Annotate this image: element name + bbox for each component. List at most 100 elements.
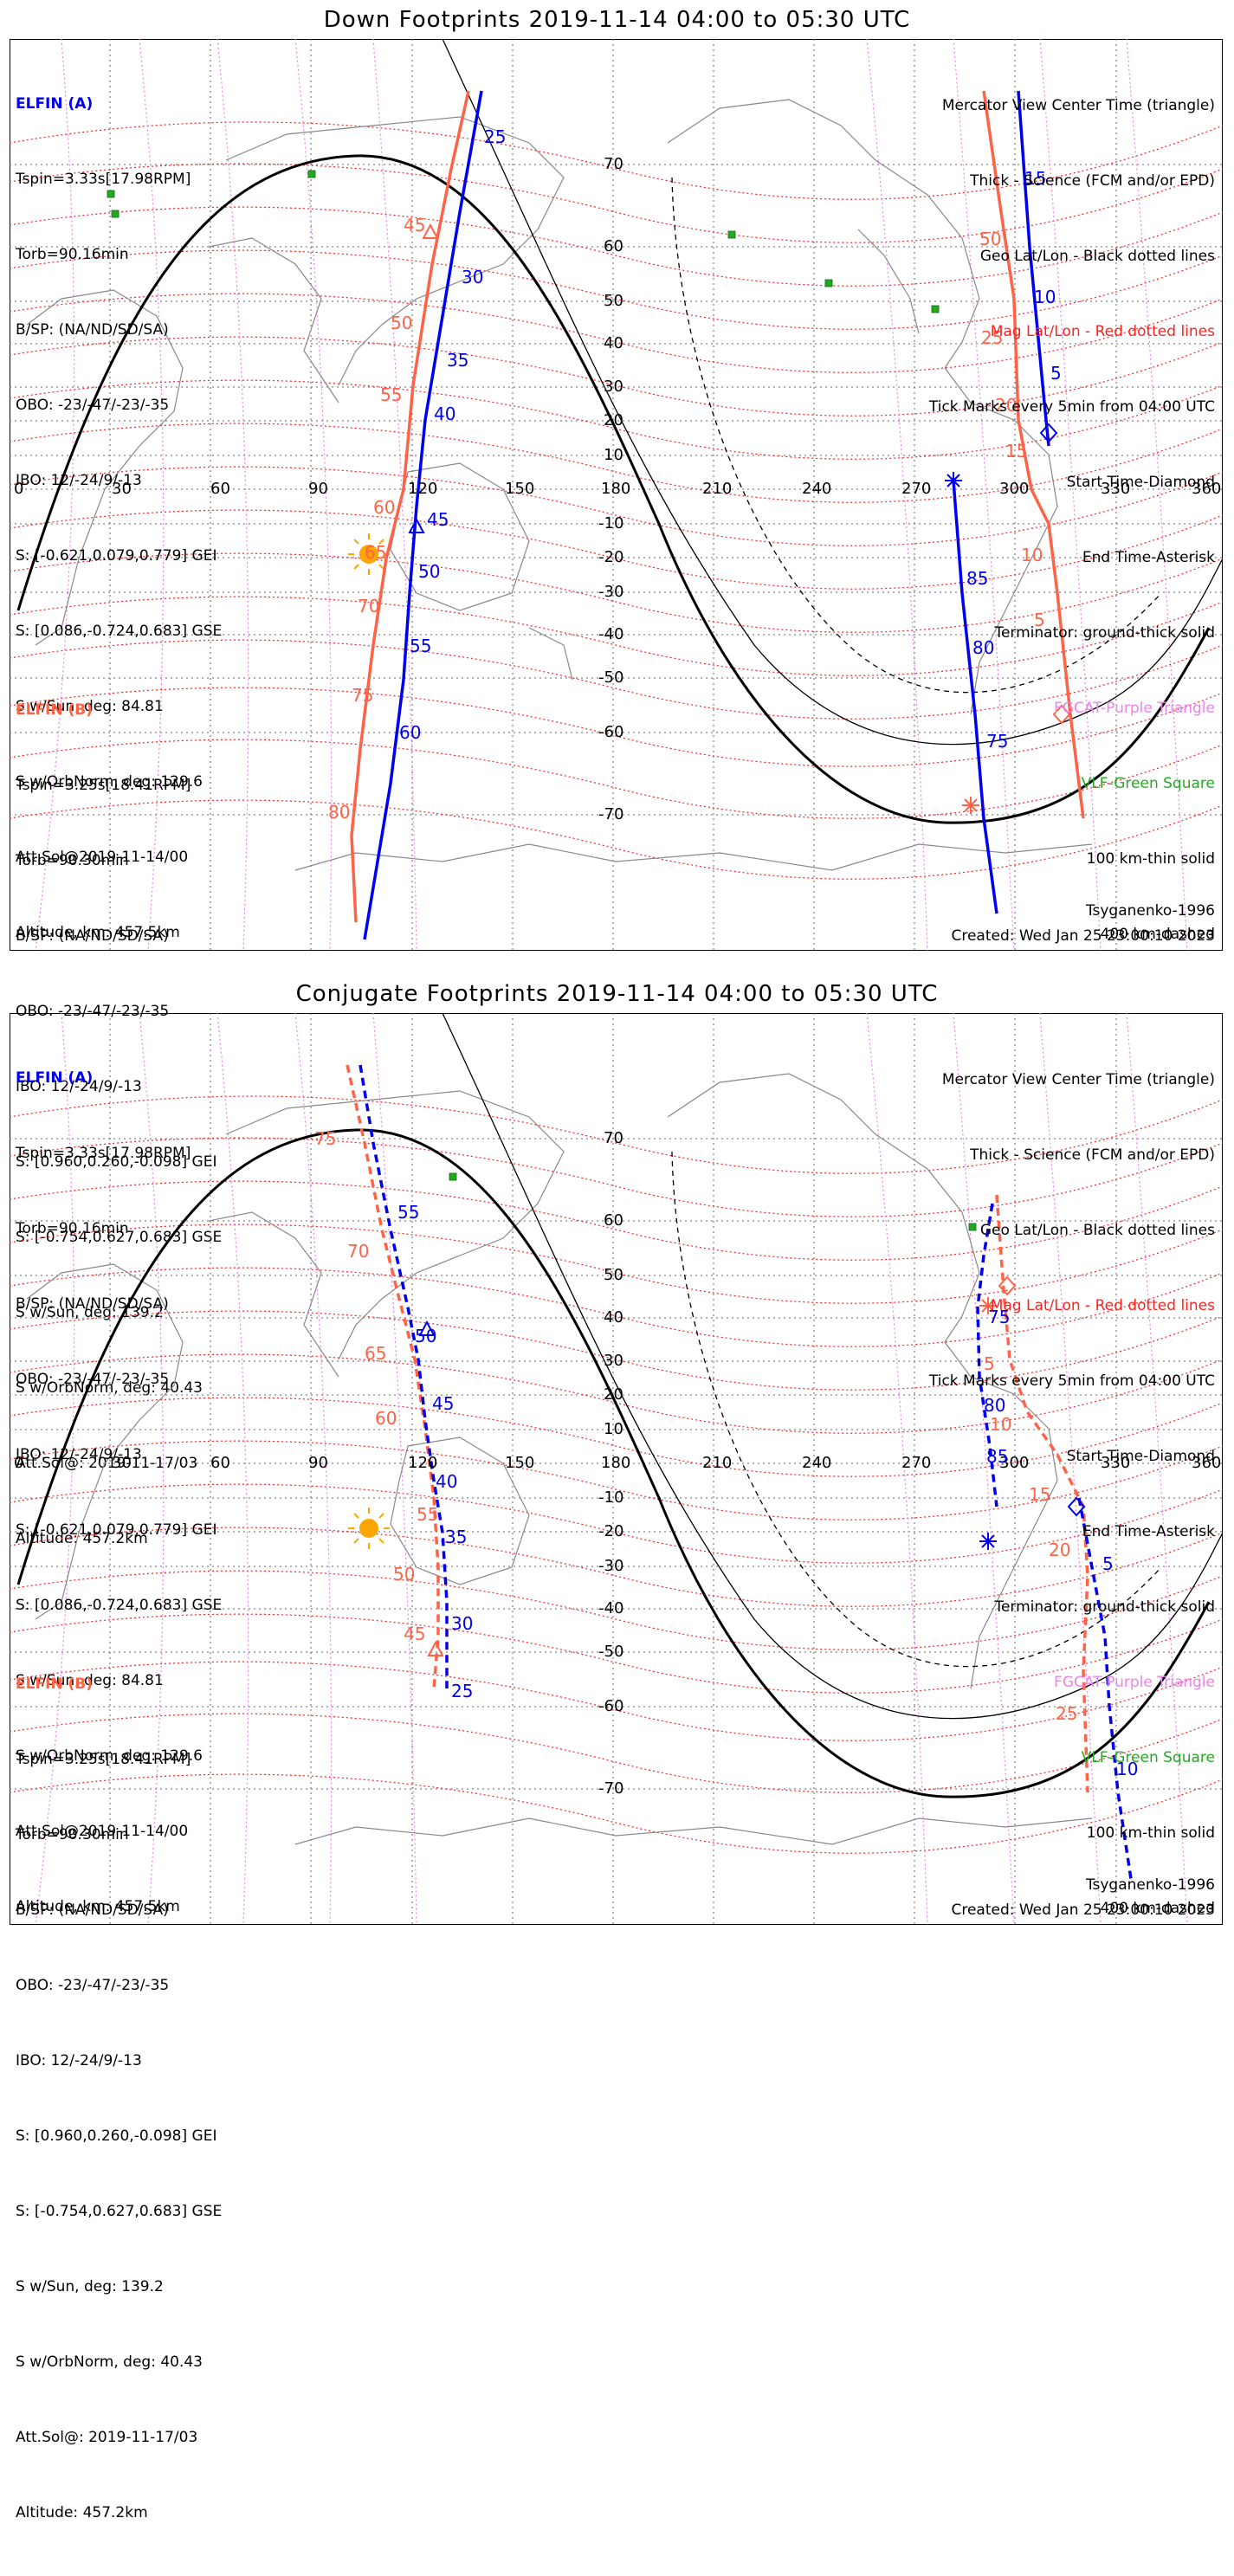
s-orbnorm: S w/OrbNorm, deg: 129.6 (16, 773, 204, 791)
lon-label: 30 (112, 1454, 132, 1472)
sun-icon (348, 1508, 390, 1549)
panel-title: Conjugate Footprints 2019-11-14 04:00 to… (295, 981, 939, 1007)
tspin: Tspin=3.25s[18.41RPM] (16, 777, 191, 794)
svg-text:50: 50 (979, 229, 1001, 249)
terminator (16, 39, 1223, 824)
elfin-b-track (350, 90, 1085, 923)
obo: OBO: -23/-47/-23/-35 (16, 397, 170, 414)
elfin-a-header: ELFIN (A) (16, 1069, 94, 1087)
footprint-map: 0 30 60 90 120 150 180 210 240 270 300 3… (10, 1013, 1223, 1925)
footprint-map: 0 30 60 90 120 150 180 210 240 270 300 3… (10, 39, 1223, 951)
s-gei: S: [0.960,0.260,-0.098] GEI (16, 2127, 217, 2145)
svg-text:10: 10 (1116, 1759, 1138, 1779)
svg-text:15: 15 (1024, 168, 1046, 189)
s-gei: S: [0.960,0.260,-0.098] GEI (16, 1153, 217, 1171)
ibo: IBO: 12/-24/9/-13 (16, 1078, 142, 1095)
lon-label: 30 (112, 480, 132, 498)
down-footprints-panel: Down Footprints 2019-11-14 04:00 to 05:3… (0, 0, 1234, 1547)
svg-text:75: 75 (988, 1307, 1010, 1327)
vlf-stations (449, 1172, 977, 1231)
svg-text:30: 30 (451, 1613, 473, 1634)
terminator (16, 1013, 1223, 1798)
svg-text:50: 50 (604, 1266, 623, 1284)
s-gse: S: [-0.754,0.627,0.683] GSE (16, 2203, 223, 2220)
model-and-created: Tsyganenko-1996 Created: Wed Jan 25 23:0… (951, 1873, 1215, 1923)
svg-text:40: 40 (604, 1308, 623, 1327)
lon-label: 150 (505, 1454, 534, 1472)
svg-text:50: 50 (393, 1564, 415, 1585)
svg-text:-20: -20 (598, 548, 623, 566)
svg-text:-50: -50 (598, 668, 623, 687)
elfin-a-header: ELFIN (A) (16, 95, 94, 113)
svg-text:30: 30 (604, 1352, 623, 1370)
mag-grid (10, 1095, 1223, 1854)
svg-text:15: 15 (1005, 441, 1027, 462)
lon-label: 300 (999, 480, 1029, 498)
svg-text:80: 80 (328, 802, 350, 823)
lon-labels: 0 30 60 90 120 150 180 210 240 270 300 3… (14, 480, 1221, 498)
obo: OBO: -23/-47/-23/-35 (16, 1371, 170, 1388)
svg-text:50: 50 (415, 1326, 436, 1346)
lon-label: 90 (308, 1454, 328, 1472)
s-gse: S: [0.086,-0.724,0.683] GSE (16, 623, 223, 640)
att-sol: Att.Sol@2019-11-14/00 (16, 1823, 189, 1840)
svg-text:70: 70 (358, 596, 379, 617)
lon-label: 210 (702, 1454, 732, 1472)
s-sun: S w/Sun, deg: 139.2 (16, 2278, 164, 2295)
elfin-b-tick-labels: 75 70 65 60 55 50 45 5 10 15 20 25 (314, 1128, 1077, 1724)
elfin-a-info: ELFIN (A) Tspin=3.33s[17.98RPM] Torb=90.… (16, 42, 222, 996)
altitude: Altitude: 457.2km (16, 2504, 148, 2521)
track-markers (418, 1275, 1086, 1656)
lon-label: 60 (210, 480, 230, 498)
svg-text:-50: -50 (598, 1643, 623, 1661)
svg-text:25: 25 (981, 327, 1003, 348)
lon-label: 240 (802, 480, 831, 498)
lon-label: 300 (999, 1454, 1029, 1472)
plot-frame (10, 1013, 1223, 1925)
lat-labels: 70 60 50 40 30 20 10 -10 -20 -30 -40 -50… (598, 155, 623, 823)
bsp: B/SP: (NA/ND/SD/SA) (16, 1295, 169, 1313)
svg-text:45: 45 (404, 215, 425, 236)
svg-text:35: 35 (445, 1527, 467, 1547)
svg-text:70: 70 (347, 1241, 369, 1262)
svg-text:-10: -10 (598, 1488, 623, 1507)
elfin-a-track (359, 1064, 1133, 1880)
elfin-b-header: ELFIN (B) (16, 1675, 94, 1693)
track-markers (408, 223, 1071, 814)
lon-label: 360 (1192, 1454, 1221, 1472)
bsp: B/SP: (NA/ND/SD/SA) (16, 1901, 169, 1919)
svg-text:-60: -60 (598, 1697, 623, 1715)
svg-text:10: 10 (604, 1420, 623, 1438)
svg-text:50: 50 (418, 561, 440, 582)
lon-label: 330 (1101, 1454, 1130, 1472)
svg-text:-30: -30 (598, 583, 623, 601)
svg-text:50: 50 (391, 313, 412, 333)
svg-text:35: 35 (447, 350, 468, 371)
svg-text:-40: -40 (598, 625, 623, 643)
att-sol: Att.Sol@2019-11-14/00 (16, 849, 189, 866)
lon-label: 330 (1101, 480, 1130, 498)
svg-text:70: 70 (604, 155, 623, 173)
svg-text:5: 5 (1102, 1553, 1114, 1574)
model-and-created: Tsyganenko-1996 Created: Wed Jan 25 23:0… (951, 899, 1215, 949)
legend: Mercator View Center Time (triangle) Thi… (928, 1071, 1215, 1917)
svg-text:40: 40 (604, 334, 623, 352)
coastlines (26, 1073, 1093, 1845)
svg-text:5: 5 (1034, 610, 1045, 630)
s-gse: S: [0.086,-0.724,0.683] GSE (16, 1597, 223, 1614)
svg-text:40: 40 (434, 404, 455, 424)
lon-labels: 0 30 60 90 120 150 180 210 240 270 300 3… (14, 1454, 1221, 1472)
svg-text:-10: -10 (598, 514, 623, 533)
tspin: Tspin=3.33s[17.98RPM] (16, 1145, 191, 1162)
bsp: B/SP: (NA/ND/SD/SA) (16, 321, 169, 339)
att-sol: Att.Sol@: 2019-11-17/03 (16, 2429, 198, 2446)
elfin-a-tick-labels: 55 50 45 40 35 30 25 75 80 85 5 10 (397, 1202, 1138, 1779)
svg-text:20: 20 (604, 1385, 623, 1404)
ibo: IBO: 12/-24/9/-13 (16, 1446, 142, 1463)
ibo: IBO: 12/-24/9/-13 (16, 2052, 142, 2069)
lon-label: 180 (601, 480, 630, 498)
created-stamp: Created: Wed Jan 25 23:00:10 2023 (951, 1901, 1215, 1919)
svg-text:55: 55 (380, 384, 402, 405)
svg-text:10: 10 (1021, 545, 1043, 565)
svg-text:65: 65 (365, 1343, 386, 1364)
